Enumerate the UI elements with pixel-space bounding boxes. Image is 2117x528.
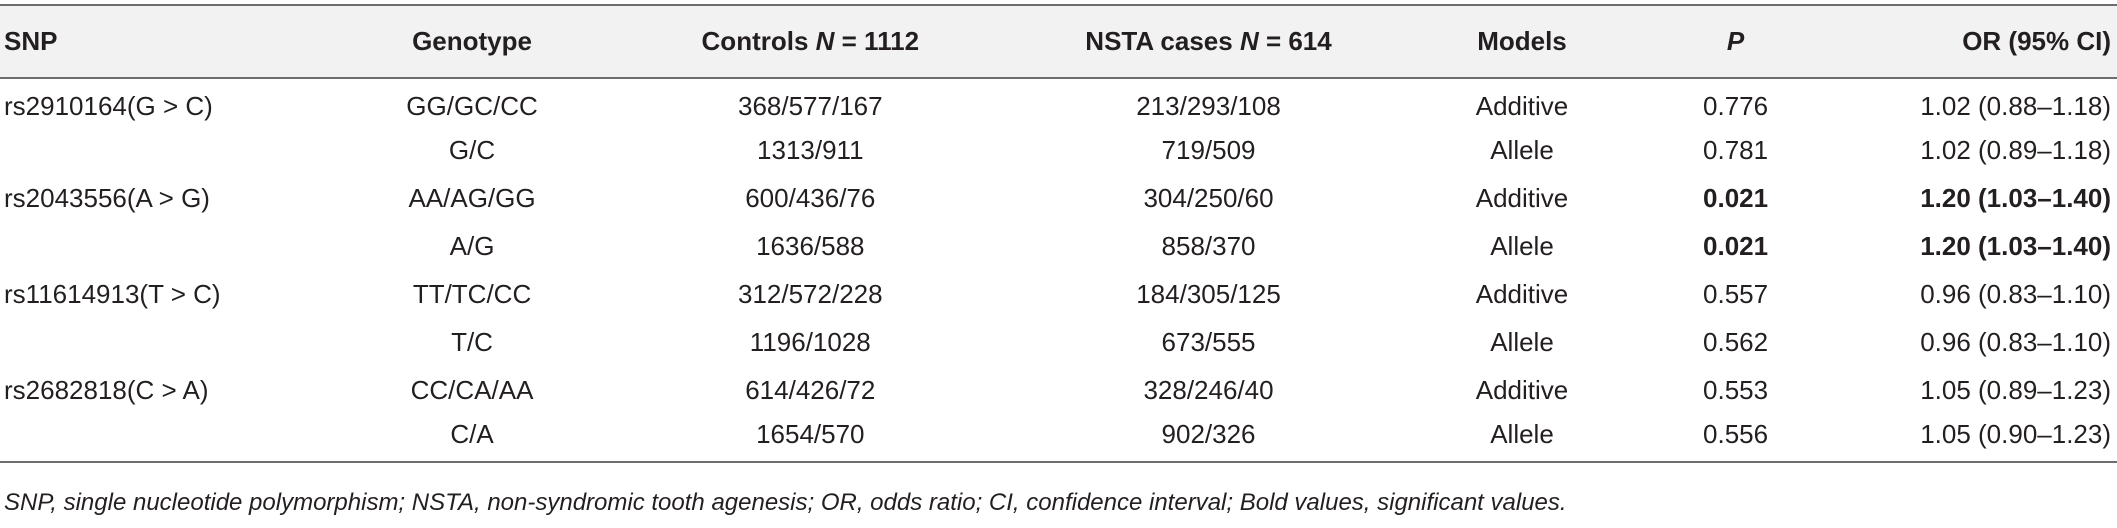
cell-snp: rs2682818(C > A) bbox=[4, 374, 209, 405]
cell-or: 0.96 (0.83–1.10) bbox=[1920, 326, 2111, 357]
cell-snp: rs2043556(A > G) bbox=[4, 182, 210, 213]
table-footnote: SNP, single nucleotide polymorphism; NST… bbox=[4, 489, 1567, 516]
cell-snp bbox=[0, 126, 333, 174]
cell-p: 0.562 bbox=[1703, 326, 1769, 357]
cell-controls: 614/426/72 bbox=[745, 374, 876, 405]
cell-genotype: TT/TC/CC bbox=[412, 278, 532, 309]
cell-controls: 1196/1028 bbox=[749, 326, 871, 357]
cell-cases: 719/509 bbox=[1161, 134, 1256, 165]
cell-model: Additive bbox=[1475, 374, 1569, 405]
cell-genotype: CC/CA/AA bbox=[410, 374, 534, 405]
table-row: A/G 1636/588 858/370 Allele 0.021 1.20 (… bbox=[0, 222, 2117, 270]
cell-controls: 368/577/167 bbox=[737, 91, 883, 121]
table-row: rs2682818(C > A) CC/CA/AA 614/426/72 328… bbox=[0, 366, 2117, 414]
table-row: T/C 1196/1028 673/555 Allele 0.562 0.96 … bbox=[0, 318, 2117, 366]
header-p: P bbox=[1636, 5, 1835, 78]
cell-or: 1.05 (0.89–1.23) bbox=[1920, 374, 2111, 405]
cell-model: Allele bbox=[1490, 230, 1554, 261]
cell-model: Allele bbox=[1490, 134, 1554, 165]
cell-controls: 1313/911 bbox=[757, 134, 864, 165]
cell-genotype: T/C bbox=[451, 326, 493, 357]
header-controls-suffix: = 1112 bbox=[834, 26, 920, 56]
header-controls-n: N bbox=[815, 26, 835, 56]
cell-controls: 1636/588 bbox=[756, 230, 865, 261]
cell-model: Allele bbox=[1490, 326, 1554, 357]
cell-or: 1.02 (0.89–1.18) bbox=[1920, 134, 2111, 165]
header-nsta-suffix: = 614 bbox=[1258, 26, 1332, 56]
cell-cases: 858/370 bbox=[1161, 230, 1256, 261]
header-p-label: P bbox=[1726, 26, 1745, 56]
cell-p-significant: 0.021 bbox=[1703, 230, 1769, 261]
header-or: OR (95% CI) bbox=[1962, 26, 2111, 56]
cell-controls: 1654/570 bbox=[756, 419, 865, 449]
cell-genotype: A/G bbox=[449, 230, 495, 261]
header-nsta-prefix: NSTA cases bbox=[1085, 26, 1240, 56]
cell-p: 0.776 bbox=[1703, 91, 1769, 121]
cell-cases: 673/555 bbox=[1161, 326, 1256, 357]
cell-model: Allele bbox=[1490, 419, 1554, 449]
cell-p: 0.556 bbox=[1703, 419, 1769, 449]
cell-genotype: C/A bbox=[450, 419, 494, 449]
table-row: rs2043556(A > G) AA/AG/GG 600/436/76 304… bbox=[0, 174, 2117, 222]
cell-genotype: G/C bbox=[448, 134, 496, 165]
cell-controls: 312/572/228 bbox=[737, 278, 883, 309]
cell-or-significant: 1.20 (1.03–1.40) bbox=[1920, 182, 2111, 213]
table-row: rs11614913(T > C) TT/TC/CC 312/572/228 1… bbox=[0, 270, 2117, 318]
snp-association-table: SNP Genotype Controls N = 1112 NSTA case… bbox=[0, 4, 2117, 463]
cell-genotype: GG/GC/CC bbox=[406, 91, 538, 121]
cell-snp: rs2910164(G > C) bbox=[4, 91, 213, 121]
cell-model: Additive bbox=[1475, 278, 1569, 309]
cell-or-significant: 1.20 (1.03–1.40) bbox=[1920, 230, 2111, 261]
cell-model: Additive bbox=[1475, 182, 1569, 213]
cell-cases: 184/305/125 bbox=[1136, 278, 1281, 309]
cell-or: 0.96 (0.83–1.10) bbox=[1920, 278, 2111, 309]
cell-cases: 213/293/108 bbox=[1136, 91, 1281, 121]
table-row: G/C 1313/911 719/509 Allele 0.781 1.02 (… bbox=[0, 126, 2117, 174]
cell-p: 0.557 bbox=[1703, 278, 1769, 309]
table-body: rs2910164(G > C) GG/GC/CC 368/577/167 21… bbox=[0, 78, 2117, 462]
header-genotype: Genotype bbox=[412, 26, 532, 56]
header-controls: Controls N = 1112 bbox=[611, 5, 1009, 78]
cell-p-significant: 0.021 bbox=[1703, 182, 1769, 213]
cell-model: Additive bbox=[1475, 91, 1569, 121]
header-nsta-cases: NSTA cases N = 614 bbox=[1009, 5, 1407, 78]
cell-cases: 328/246/40 bbox=[1143, 374, 1274, 405]
cell-or: 1.02 (0.88–1.18) bbox=[1920, 91, 2111, 121]
header-snp: SNP bbox=[4, 26, 58, 56]
cell-p: 0.553 bbox=[1703, 374, 1769, 405]
cell-cases: 304/250/60 bbox=[1143, 182, 1274, 213]
cell-snp bbox=[0, 414, 333, 462]
table-row: rs2910164(G > C) GG/GC/CC 368/577/167 21… bbox=[0, 78, 2117, 126]
cell-p: 0.781 bbox=[1703, 134, 1769, 165]
cell-snp: rs11614913(T > C) bbox=[4, 278, 221, 309]
header-row: SNP Genotype Controls N = 1112 NSTA case… bbox=[0, 5, 2117, 78]
header-nsta-n: N bbox=[1239, 26, 1259, 56]
header-models: Models bbox=[1477, 26, 1567, 56]
table-header: SNP Genotype Controls N = 1112 NSTA case… bbox=[0, 5, 2117, 78]
cell-controls: 600/436/76 bbox=[745, 182, 876, 213]
cell-snp bbox=[0, 318, 333, 366]
cell-or: 1.05 (0.90–1.23) bbox=[1920, 419, 2111, 449]
cell-genotype: AA/AG/GG bbox=[408, 182, 536, 213]
cell-snp bbox=[0, 222, 333, 270]
table-row: C/A 1654/570 902/326 Allele 0.556 1.05 (… bbox=[0, 414, 2117, 462]
cell-cases: 902/326 bbox=[1161, 419, 1256, 449]
header-controls-prefix: Controls bbox=[701, 26, 816, 56]
